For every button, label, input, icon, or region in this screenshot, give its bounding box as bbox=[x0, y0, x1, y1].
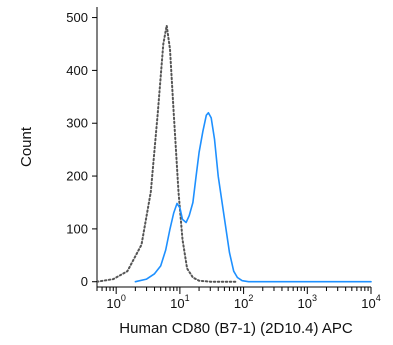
series-layer bbox=[96, 24, 372, 283]
x-tick-base: 10 bbox=[170, 296, 184, 311]
x-tick-base: 10 bbox=[234, 296, 248, 311]
y-tick-label: 500 bbox=[66, 10, 88, 25]
y-axis-title: Count bbox=[18, 126, 35, 167]
x-tick-exponent: 4 bbox=[376, 293, 381, 303]
x-tick-exponent: 2 bbox=[248, 293, 253, 303]
y-tick-label: 0 bbox=[81, 274, 88, 289]
x-tick-exponent: 3 bbox=[312, 293, 317, 303]
y-tick-label: 400 bbox=[66, 63, 88, 78]
x-tick-exponent: 1 bbox=[185, 293, 190, 303]
y-tick-label: 100 bbox=[66, 221, 88, 236]
x-axis-title: Human CD80 (B7-1) (2D10.4) APC bbox=[119, 320, 353, 337]
y-ticks: 0 100 200 300 400 500 bbox=[66, 10, 97, 289]
x-tick-base: 10 bbox=[298, 296, 312, 311]
x-tick-label: 103 bbox=[298, 293, 317, 311]
x-ticks: 100 101 102 103 104 bbox=[96, 287, 381, 311]
x-tick-base: 10 bbox=[106, 296, 120, 311]
series-line-dotted bbox=[96, 24, 239, 283]
x-tick-exponent: 0 bbox=[121, 293, 126, 303]
x-tick-label: 101 bbox=[170, 293, 189, 311]
x-tick-label: 104 bbox=[361, 293, 380, 311]
x-tick-label: 100 bbox=[106, 293, 125, 311]
y-tick-label: 200 bbox=[66, 169, 88, 184]
series-line-solid bbox=[134, 111, 372, 283]
x-tick-base: 10 bbox=[361, 296, 375, 311]
x-tick-label: 102 bbox=[234, 293, 253, 311]
y-tick-label: 300 bbox=[66, 116, 88, 131]
